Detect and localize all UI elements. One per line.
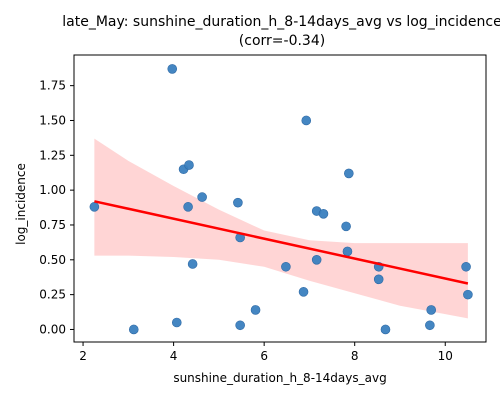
x-axis: 2 4 6 8 10 <box>79 342 453 363</box>
y-tick-label: 0.25 <box>39 288 66 302</box>
data-point <box>380 324 391 335</box>
data-point <box>463 289 473 300</box>
x-tick-label: 2 <box>79 349 87 363</box>
regression-line <box>94 200 469 285</box>
x-tick-label: 8 <box>351 349 359 363</box>
data-point <box>301 115 312 126</box>
chart-title-line1: late_May: sunshine_duration_h_8-14days_a… <box>62 14 500 30</box>
data-point <box>344 168 354 179</box>
x-tick-label: 6 <box>260 349 268 363</box>
data-point <box>187 259 198 269</box>
y-axis-label: log_incidence <box>14 163 28 245</box>
data-point <box>171 317 182 328</box>
data-point <box>341 221 351 232</box>
y-tick-label: 1.00 <box>39 183 66 197</box>
data-point <box>197 192 207 202</box>
y-tick-label: 1.25 <box>39 148 66 162</box>
y-axis: 0.00 0.25 0.50 0.75 1.00 1.25 1.50 1.75 <box>39 79 74 336</box>
points-layer <box>89 64 473 335</box>
plot-frame <box>73 54 487 343</box>
x-tick-label: 4 <box>170 349 178 363</box>
data-point <box>311 255 322 265</box>
data-point <box>167 64 178 74</box>
data-point <box>425 320 435 331</box>
y-tick-label: 1.75 <box>39 79 66 93</box>
data-point <box>426 305 437 315</box>
data-point <box>318 209 329 219</box>
data-point <box>235 320 245 331</box>
y-tick-label: 0.75 <box>39 218 66 232</box>
data-point <box>373 274 384 285</box>
y-tick-label: 0.50 <box>39 253 66 267</box>
data-point <box>89 202 100 212</box>
data-point <box>342 246 353 257</box>
chart-title-line2: (corr=-0.34) <box>239 33 325 49</box>
data-point <box>184 160 194 170</box>
x-axis-label: sunshine_duration_h_8-14days_avg <box>173 371 386 385</box>
regression-layer <box>94 200 469 285</box>
confidence-band <box>94 138 468 319</box>
data-point <box>183 202 193 212</box>
data-point <box>281 261 291 272</box>
x-tick-label: 10 <box>438 349 453 363</box>
y-tick-label: 1.50 <box>39 113 66 127</box>
data-point <box>461 261 471 272</box>
data-point <box>298 287 309 297</box>
data-point <box>233 197 243 208</box>
data-point <box>128 324 139 335</box>
data-point <box>250 305 261 315</box>
y-tick-label: 0.00 <box>39 322 66 336</box>
confidence-band-layer <box>94 138 468 319</box>
